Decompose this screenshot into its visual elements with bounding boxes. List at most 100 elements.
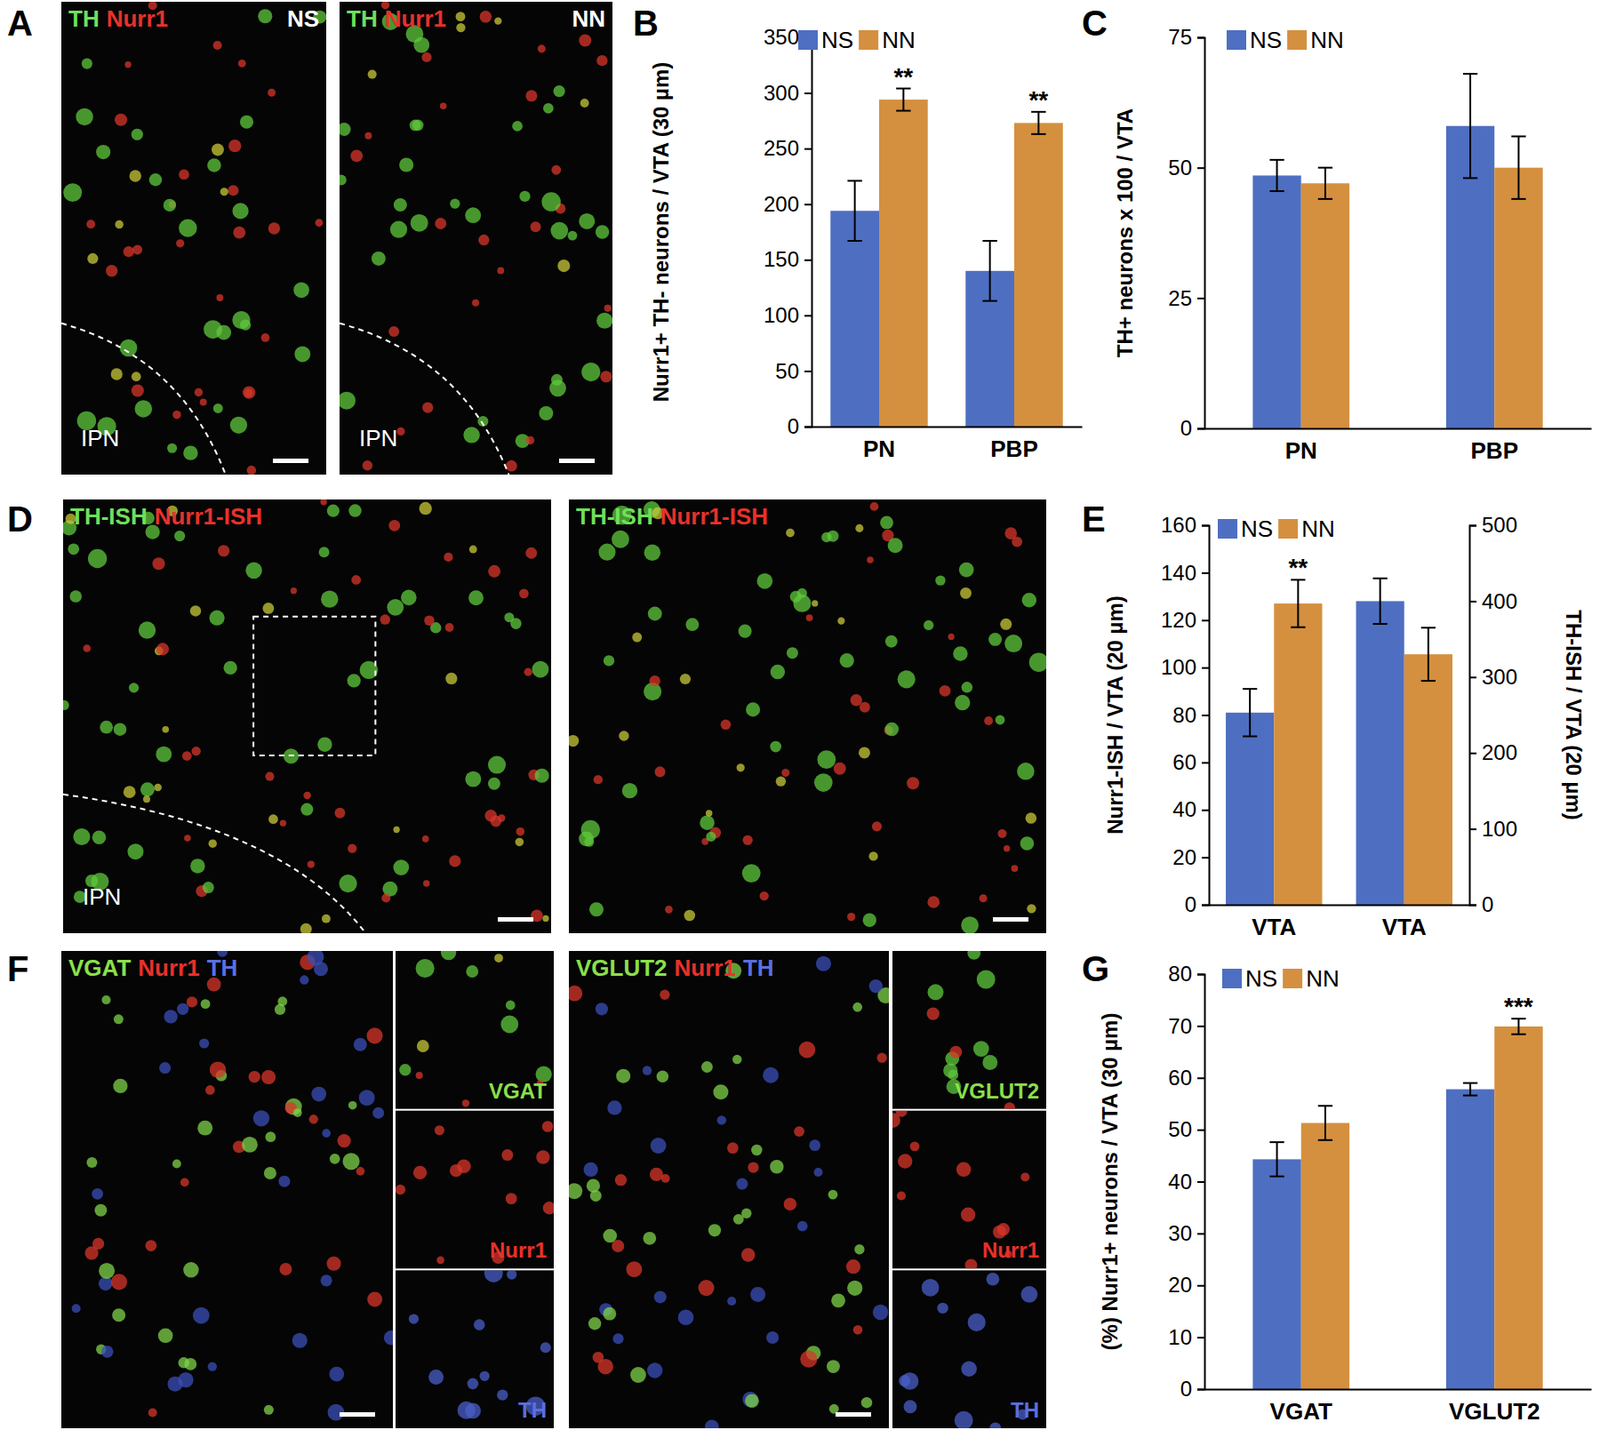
image-cell <box>148 1408 158 1417</box>
image-cell <box>366 1027 383 1044</box>
image-cell <box>149 173 162 186</box>
plot-area <box>1252 73 1543 429</box>
image-cell <box>152 557 165 570</box>
tick-mark <box>804 259 812 262</box>
image-cell <box>327 504 340 518</box>
tick: 300 <box>763 80 812 105</box>
image-cell <box>960 1360 976 1376</box>
tick-mark <box>1201 714 1209 717</box>
tick-label: 250 <box>763 136 800 160</box>
image-cell <box>578 213 595 230</box>
image-cell <box>368 70 377 80</box>
tick-label: VTA <box>1251 913 1296 941</box>
image-cell <box>976 970 996 990</box>
image-cell <box>91 1188 104 1200</box>
error-bar <box>1290 579 1305 627</box>
image-cell <box>213 403 224 414</box>
image-cell <box>927 896 940 909</box>
tick: 20 <box>1172 845 1209 870</box>
image-cell <box>163 199 176 212</box>
tick-mark <box>804 426 812 429</box>
image-cell <box>1026 904 1036 913</box>
image-cell <box>200 999 211 1009</box>
tick-label: PN <box>1285 437 1318 464</box>
image-cell <box>208 839 217 848</box>
image-cell <box>463 426 480 443</box>
image-cell <box>172 410 181 419</box>
inset: Nurr1 <box>885 1105 1047 1272</box>
axis-line <box>812 426 1083 429</box>
image-cell <box>163 1009 177 1024</box>
image-cell <box>240 320 251 331</box>
image-texture <box>72 951 393 1421</box>
legend-swatch <box>1217 519 1238 539</box>
error-bar-cap <box>896 110 911 112</box>
image-cell <box>456 11 466 22</box>
error-bar <box>1373 578 1388 624</box>
image-cell <box>956 1162 971 1177</box>
image-cell <box>954 695 970 711</box>
tick-mark <box>1197 1077 1205 1080</box>
legend-swatch <box>798 30 818 50</box>
legend: NSNN <box>1217 515 1336 543</box>
image-cell <box>854 1244 864 1255</box>
image-cell <box>488 777 501 791</box>
image-cell <box>949 1046 962 1059</box>
image-cell <box>885 635 898 648</box>
image-cell <box>167 443 177 454</box>
tick-label: 80 <box>1168 961 1192 986</box>
tick-mark <box>804 203 812 206</box>
image-cell <box>158 1328 174 1344</box>
image-cell <box>380 614 391 624</box>
image-cell <box>515 838 525 848</box>
image-cell <box>220 187 229 196</box>
tick-mark <box>1469 600 1477 603</box>
tick-label: 50 <box>775 359 800 384</box>
image-cell <box>342 1152 360 1170</box>
micrograph: VGLUT2Nurr1THVGLUT2Nurr1TH <box>566 946 1047 1434</box>
image-cell <box>443 552 453 562</box>
tick: 50 <box>775 359 812 384</box>
image-cell <box>423 880 430 887</box>
image-cell <box>494 16 502 24</box>
error-bar-cap <box>982 300 997 303</box>
tick: 100 <box>1469 816 1518 841</box>
bar <box>1225 712 1274 905</box>
image-background <box>395 1111 554 1270</box>
image-cell <box>736 1178 748 1191</box>
image-cell <box>769 741 782 753</box>
error-bar-cap <box>847 179 862 182</box>
scale-bar <box>835 1412 872 1417</box>
image-cell <box>736 763 745 772</box>
image-cell <box>245 562 262 579</box>
inset-label: VGLUT2 <box>954 1079 1040 1104</box>
image-cell <box>833 762 847 776</box>
channel-label: Nurr1 <box>137 954 200 982</box>
scale-bar <box>497 917 534 922</box>
tick-label: 60 <box>1172 750 1197 775</box>
error-bar-cap <box>1421 680 1436 682</box>
legend: NSNN <box>798 26 916 54</box>
inset: Nurr1 <box>395 1111 557 1270</box>
image-cell <box>654 1290 667 1304</box>
channel-label: TH <box>743 954 775 982</box>
image-cell <box>178 169 190 181</box>
legend: NSNN <box>1226 26 1344 54</box>
image-cell <box>494 953 504 963</box>
image-cell <box>320 1274 333 1287</box>
tick-mark <box>804 92 812 95</box>
y-axis: 01020304050607080 <box>1168 961 1205 1401</box>
image-cell <box>384 1330 393 1345</box>
tick-label: VGAT <box>1270 1398 1333 1425</box>
tick: 100 <box>1160 655 1209 680</box>
image-cell <box>650 1137 667 1154</box>
image-cell <box>123 785 136 799</box>
image-cell <box>311 1087 327 1103</box>
image-cell <box>712 1084 728 1100</box>
bar-chart: E0204060801001201401600100200300400500TH… <box>1081 499 1586 941</box>
image-cell <box>143 795 151 803</box>
image-cell <box>472 299 480 307</box>
image-cell <box>416 959 435 978</box>
significance-marker: ** <box>1288 553 1308 582</box>
image-cell <box>568 735 579 747</box>
